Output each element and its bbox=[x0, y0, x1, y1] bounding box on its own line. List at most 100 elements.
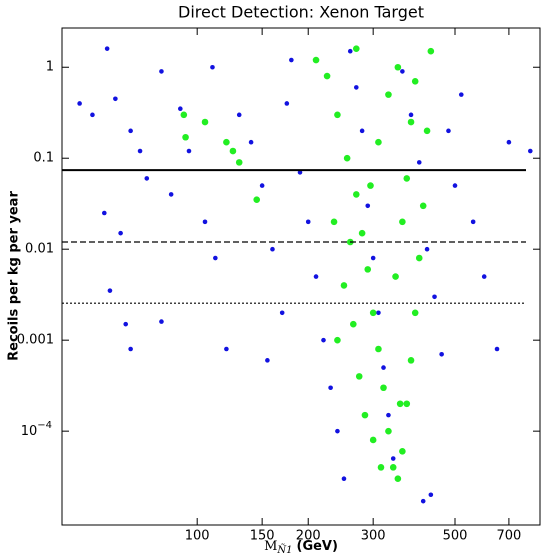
point bbox=[334, 336, 341, 344]
point bbox=[334, 111, 341, 119]
plot-area bbox=[77, 45, 533, 504]
point bbox=[297, 170, 303, 175]
point bbox=[385, 427, 392, 435]
point bbox=[458, 92, 464, 97]
point bbox=[352, 191, 360, 198]
chart-title: Direct Detection: Xenon Target bbox=[178, 3, 424, 22]
point bbox=[361, 411, 369, 419]
point bbox=[439, 351, 444, 357]
point bbox=[385, 91, 392, 98]
x-tick-label: 300 bbox=[361, 529, 386, 544]
point bbox=[390, 456, 396, 461]
point bbox=[420, 498, 426, 504]
point bbox=[470, 219, 476, 225]
point bbox=[330, 218, 338, 226]
point bbox=[305, 219, 311, 225]
point bbox=[494, 346, 500, 352]
point bbox=[403, 400, 411, 408]
x-tick-label: 100 bbox=[185, 529, 210, 544]
point bbox=[223, 138, 230, 146]
point bbox=[411, 78, 419, 85]
point bbox=[452, 183, 458, 188]
point bbox=[347, 48, 353, 54]
x-tick-label: 500 bbox=[443, 529, 468, 544]
point bbox=[102, 210, 107, 216]
point bbox=[386, 412, 391, 418]
point bbox=[396, 400, 404, 408]
point bbox=[399, 448, 406, 455]
point bbox=[128, 346, 133, 352]
point bbox=[159, 69, 164, 74]
point bbox=[123, 321, 129, 327]
point bbox=[415, 254, 423, 262]
y-tick-label: 1 bbox=[46, 60, 54, 75]
point bbox=[416, 160, 422, 165]
point bbox=[236, 112, 242, 118]
point bbox=[427, 47, 435, 55]
point bbox=[341, 476, 347, 482]
point bbox=[259, 183, 265, 188]
point bbox=[358, 229, 366, 237]
point bbox=[353, 85, 359, 90]
point bbox=[392, 273, 399, 280]
point bbox=[312, 56, 320, 64]
point bbox=[159, 319, 164, 324]
x-tick-label: 150 bbox=[250, 529, 275, 544]
point bbox=[235, 159, 243, 166]
point bbox=[313, 274, 319, 279]
point bbox=[370, 255, 376, 261]
point bbox=[376, 310, 381, 316]
y-axis-label: Recoils per kg per year bbox=[7, 191, 22, 361]
point bbox=[411, 309, 419, 317]
point bbox=[527, 148, 533, 154]
point bbox=[399, 218, 406, 226]
point bbox=[201, 118, 209, 126]
point bbox=[178, 106, 183, 112]
point bbox=[213, 255, 218, 261]
point bbox=[394, 475, 402, 483]
point bbox=[355, 373, 363, 380]
point bbox=[381, 365, 386, 370]
point bbox=[284, 101, 290, 106]
plot-frame bbox=[61, 27, 541, 526]
x-label-subscript: Ñ1 bbox=[276, 544, 292, 556]
point bbox=[408, 112, 414, 118]
point bbox=[352, 45, 360, 52]
point bbox=[375, 138, 382, 146]
point bbox=[128, 128, 133, 134]
point bbox=[407, 357, 415, 364]
point bbox=[369, 436, 377, 444]
point bbox=[202, 219, 208, 225]
point bbox=[359, 128, 365, 134]
point bbox=[118, 230, 123, 236]
point bbox=[229, 147, 237, 155]
y-tick-label: 0.01 bbox=[25, 242, 54, 257]
point bbox=[328, 385, 333, 391]
point bbox=[321, 337, 326, 343]
point bbox=[506, 139, 512, 145]
point bbox=[289, 57, 294, 63]
point bbox=[323, 72, 331, 80]
point bbox=[168, 192, 174, 197]
x-label-unit: (GeV) bbox=[297, 539, 338, 554]
point bbox=[137, 148, 143, 154]
point bbox=[419, 202, 427, 210]
point bbox=[335, 428, 340, 434]
point bbox=[377, 464, 385, 471]
y-tick-exponent: −4 bbox=[37, 420, 52, 431]
point bbox=[389, 464, 397, 471]
point bbox=[210, 64, 215, 70]
point bbox=[279, 310, 285, 316]
point bbox=[428, 492, 434, 498]
point bbox=[180, 111, 188, 119]
point bbox=[90, 112, 95, 118]
point bbox=[403, 175, 411, 182]
point bbox=[253, 196, 261, 204]
point bbox=[186, 148, 192, 154]
point bbox=[432, 294, 437, 300]
point bbox=[394, 63, 402, 71]
point bbox=[380, 384, 387, 392]
point bbox=[400, 69, 405, 74]
point bbox=[407, 118, 415, 126]
